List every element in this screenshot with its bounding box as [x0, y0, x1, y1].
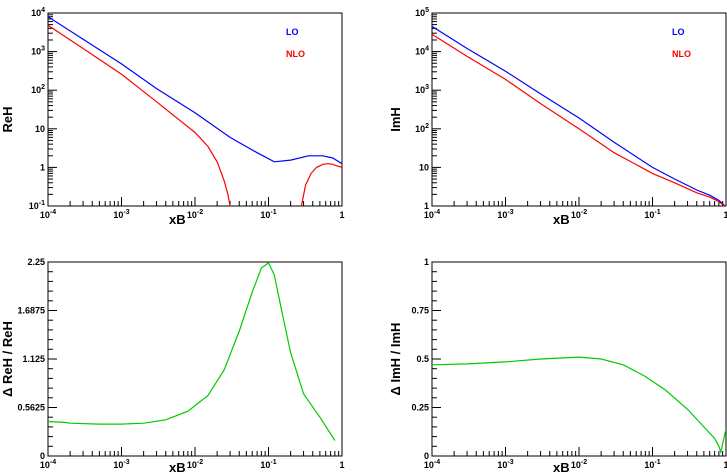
series-lo-line — [48, 16, 342, 165]
x-tick-label: 10-2 — [571, 459, 587, 470]
y-tick-label: 10-1 — [29, 200, 45, 211]
x-tick-label: 1 — [723, 210, 727, 220]
y-tick-label: 104 — [31, 7, 45, 18]
series-line — [48, 262, 336, 441]
y-tick-label: 10 — [35, 124, 45, 134]
x-tick-label: 10-1 — [260, 209, 276, 220]
y-tick-label: 102 — [31, 84, 45, 95]
y-tick-label: 105 — [415, 7, 429, 18]
series-line — [432, 356, 726, 455]
series-nlo-line — [48, 24, 231, 206]
plot-frame — [431, 261, 727, 457]
y-tick-label: 1.6875 — [17, 306, 45, 316]
chart-panel-3: 10-4 10-3 10-2 10-1 1 0 0.5625 1.125 1.6875 2.25 x… — [0, 257, 345, 474]
x-tick-label: 1 — [723, 460, 727, 470]
y-tick-label: 103 — [31, 46, 45, 57]
x-axis-label: xB — [169, 460, 186, 474]
x-tick-label: 10-1 — [644, 459, 660, 470]
y-tick-label: 0.75 — [411, 306, 429, 316]
x-tick-label: 1 — [339, 210, 344, 220]
y-tick-label: 2.25 — [27, 257, 45, 267]
plot-frame — [431, 12, 727, 207]
y-tick-label: 0 — [40, 451, 45, 461]
x-tick-label: 10-3 — [113, 459, 129, 470]
chart-panel-2: 10-4 10-3 10-2 10-1 1 1 10 102 103 104 105 xB ImH LO N… — [388, 7, 727, 227]
y-tick-label: 1 — [40, 162, 45, 172]
legend-lo: LO — [672, 27, 685, 37]
x-tick-label: 10-4 — [424, 459, 440, 470]
legend-nlo: NLO — [286, 49, 305, 59]
x-axis-label: xB — [169, 212, 186, 227]
x-tick-label: 10-4 — [40, 459, 56, 470]
x-axis-label: xB — [553, 212, 570, 227]
series-nlo-line — [432, 33, 725, 206]
y-tick-label: 103 — [415, 84, 429, 95]
x-tick-label: 10-3 — [497, 459, 513, 470]
legend-nlo: NLO — [672, 49, 691, 59]
y-axis-label: Δ ImH / ImH — [388, 323, 403, 396]
y-tick-label: 0 — [424, 451, 429, 461]
x-tick-label: 10-4 — [40, 209, 56, 220]
y-tick-label: 0.5 — [416, 354, 429, 364]
y-tick-label: 0.25 — [411, 403, 429, 413]
y-tick-label: 10 — [419, 162, 429, 172]
y-axis-label: ReH — [0, 106, 15, 132]
y-tick-label: 1 — [424, 257, 429, 267]
x-tick-label: 10-2 — [187, 459, 203, 470]
x-tick-label: 10-3 — [113, 209, 129, 220]
series-lo-line — [432, 25, 725, 206]
chart-panel-1: 10-4 10-3 10-2 10-1 1 10-1 1 10 102 103 104 xB ReH LO… — [0, 7, 345, 227]
plot-frame — [47, 261, 343, 457]
plot-frame — [47, 12, 343, 207]
y-tick-label: 104 — [415, 46, 429, 57]
y-axis-label: Δ ReH / ReH — [0, 321, 15, 397]
x-tick-label: 10-1 — [644, 209, 660, 220]
chart-panel-4: 10-4 10-3 10-2 10-1 1 0 0.25 0.5 0.75 1 xB Δ ImH / … — [388, 257, 727, 474]
x-tick-label: 10-4 — [424, 209, 440, 220]
x-tick-label: 10-2 — [187, 209, 203, 220]
y-tick-label: 1 — [424, 201, 429, 211]
x-axis-label: xB — [553, 460, 570, 474]
series-nlo-line — [300, 163, 342, 206]
x-tick-label: 10-1 — [260, 459, 276, 470]
legend-lo: LO — [286, 27, 299, 37]
y-tick-label: 1.125 — [22, 354, 45, 364]
y-tick-label: 0.5625 — [17, 403, 45, 413]
x-tick-label: 10-2 — [571, 209, 587, 220]
x-tick-label: 10-3 — [497, 209, 513, 220]
y-axis-label: ImH — [388, 107, 403, 132]
y-tick-label: 102 — [415, 123, 429, 134]
x-tick-label: 1 — [339, 460, 344, 470]
